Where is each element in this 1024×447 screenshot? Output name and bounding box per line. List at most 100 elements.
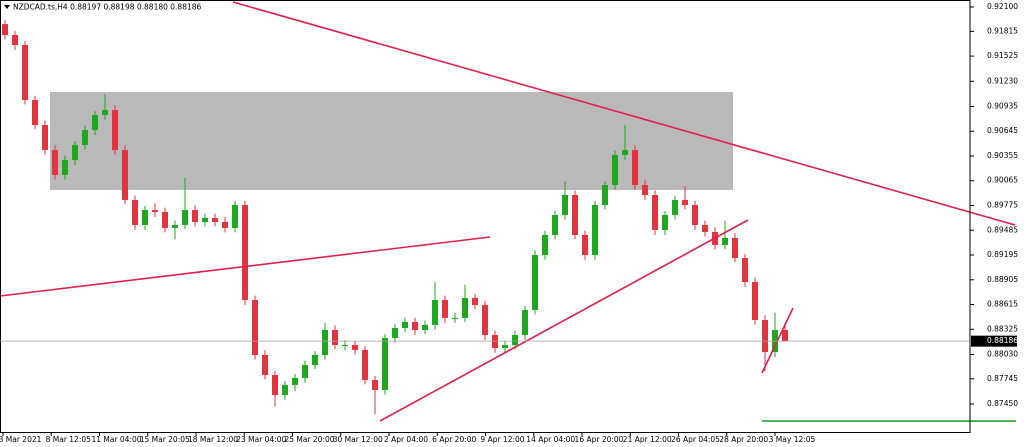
x-tick-label: 3 May 12:05 [769, 435, 816, 444]
candle-body [682, 199, 688, 205]
candle-body [12, 35, 18, 45]
candle-body [242, 204, 248, 301]
candle-body [202, 217, 208, 222]
candle-body [112, 109, 118, 151]
candle-body [272, 374, 278, 395]
candle-body [142, 210, 148, 225]
candle-body [672, 199, 678, 215]
candle-body [582, 234, 588, 256]
x-tick-label: 25 Mar 20:00 [284, 435, 334, 444]
candle-body [72, 144, 78, 160]
candle-body [22, 44, 28, 100]
candle-body [92, 115, 98, 131]
y-tick-label: 0.90065 [987, 176, 1018, 185]
candle-body [382, 338, 388, 390]
candle-body [172, 224, 178, 228]
candle-body [442, 300, 448, 318]
candle-body [52, 150, 58, 176]
candle-body [722, 237, 728, 245]
candle-body [602, 185, 608, 205]
candle-body [462, 297, 468, 318]
candle-body [352, 345, 358, 350]
candle-body [252, 300, 258, 355]
menu-icon[interactable] [4, 5, 10, 9]
candle-body [312, 354, 318, 365]
candle-body [422, 324, 428, 330]
candle-body [412, 321, 418, 330]
y-tick-label: 0.88905 [987, 275, 1018, 284]
candle-body [642, 185, 648, 195]
x-tick-label: 11 Mar 04:00 [91, 435, 141, 444]
candle-body [402, 321, 408, 329]
candle-body [662, 214, 668, 231]
x-tick-label: 2 Apr 04:00 [384, 435, 428, 444]
price-label: 0.88186 [987, 336, 1018, 345]
header: NZDCAD.ts,H4 0.88197 0.88198 0.88180 0.8… [13, 3, 202, 12]
y-tick-label: 0.91815 [987, 26, 1018, 35]
y-tick-label: 0.90645 [987, 126, 1018, 135]
zone [50, 92, 733, 190]
candle-body [282, 384, 288, 395]
x-tick-label: 30 Mar 12:00 [333, 435, 383, 444]
price-label-box [971, 335, 1017, 347]
x-tick-label: 3 Mar 2021 [0, 435, 42, 444]
candle-body [542, 234, 548, 256]
candle-body [732, 237, 738, 259]
x-tick-label: 8 Mar 12:05 [46, 435, 92, 444]
trend-line [379, 219, 749, 422]
candle-body [302, 364, 308, 378]
y-tick-label: 0.90935 [987, 101, 1018, 110]
candle-body [42, 124, 48, 151]
candle-body [32, 99, 38, 125]
candle-body [102, 109, 108, 116]
candle-body [372, 380, 378, 390]
candle-body [392, 328, 398, 339]
candle-body [482, 304, 488, 336]
x-tick-label: 6 Apr 20:00 [432, 435, 476, 444]
candle-body [782, 329, 788, 342]
x-tick-label: 23 Mar 04:00 [236, 435, 286, 444]
candle-body [612, 154, 618, 186]
y-tick-label: 0.88615 [987, 300, 1018, 309]
candle-body [322, 329, 328, 355]
candle-body [362, 349, 368, 381]
candle-body [552, 214, 558, 235]
drawings [50, 92, 733, 190]
candle-body [162, 211, 168, 228]
y-tick-label: 0.88325 [987, 324, 1018, 333]
y-tick-label: 0.92100 [987, 2, 1018, 11]
y-tick-label: 0.89195 [987, 250, 1018, 259]
candle-body [432, 300, 438, 325]
candle-body [182, 210, 188, 225]
y-tick-label: 0.90355 [987, 151, 1018, 160]
candle-body [122, 150, 128, 200]
candle-body [292, 377, 298, 385]
y-tick-label: 0.89775 [987, 200, 1018, 209]
candle-body [632, 150, 638, 186]
trend-lines [0, 1, 1016, 422]
candle-body [762, 319, 768, 353]
candle-body [592, 204, 598, 256]
candle-body [212, 217, 218, 222]
candle-body [452, 317, 458, 319]
candle-body [82, 130, 88, 145]
candle-body [622, 150, 628, 155]
candle-body [232, 204, 238, 228]
x-tick-label: 14 Apr 04:00 [526, 435, 575, 444]
y-tick-label: 0.91525 [987, 51, 1018, 60]
candles [2, 19, 788, 415]
candle-body [472, 297, 478, 305]
candle-body [262, 354, 268, 375]
x-tick-label: 18 Mar 12:00 [188, 435, 238, 444]
x-tick-label: 28 Apr 20:00 [719, 435, 768, 444]
candle-body [2, 24, 8, 36]
candle-body [742, 258, 748, 282]
candle-body [132, 199, 138, 225]
candle-body [342, 345, 348, 347]
candle-body [512, 335, 518, 346]
candle-body [522, 309, 528, 336]
trend-line [0, 236, 491, 297]
